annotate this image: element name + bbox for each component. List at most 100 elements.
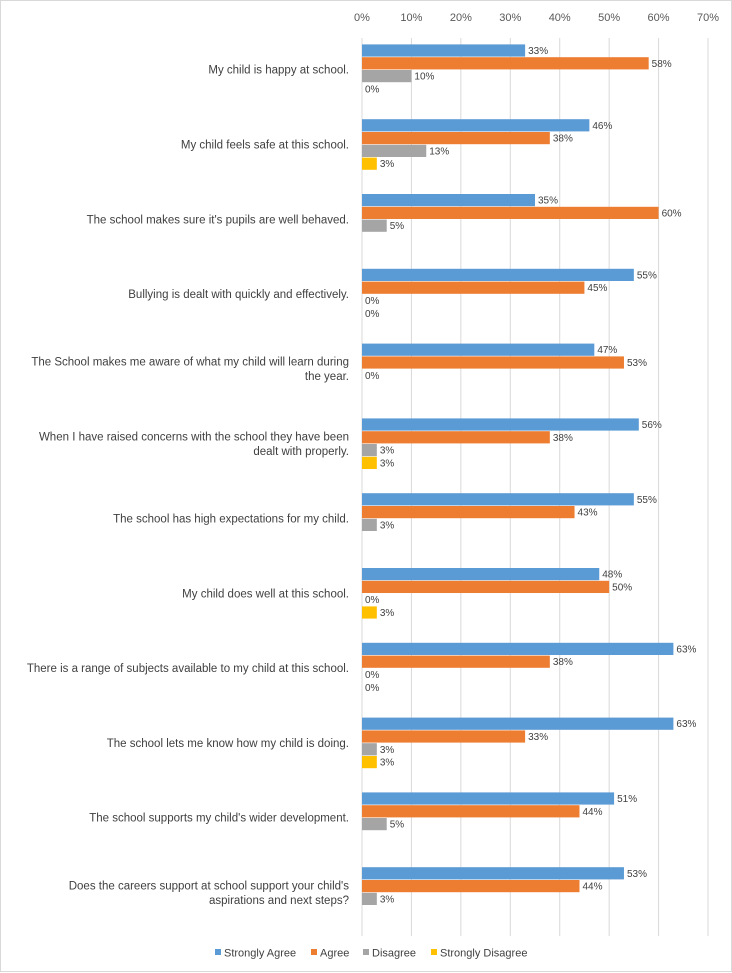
data-label: 3% xyxy=(380,458,395,469)
data-label: 0% xyxy=(365,371,380,382)
bar xyxy=(362,57,649,70)
data-label: 60% xyxy=(662,208,682,219)
x-tick-label: 30% xyxy=(499,12,521,24)
data-label: 3% xyxy=(380,159,395,170)
category-label-line: The school lets me know how my child is … xyxy=(107,738,349,750)
category-label: There is a range of subjects available t… xyxy=(27,663,349,675)
x-tick-label: 50% xyxy=(598,12,620,24)
data-label: 0% xyxy=(365,296,380,307)
data-label: 3% xyxy=(380,520,395,531)
data-label: 51% xyxy=(617,794,637,805)
data-labels: 33% 58% 10% 0% 46% 38% 13% 3% 35% 60% 5% 55% 45% 0% 0%… xyxy=(365,46,697,905)
x-tick-label: 40% xyxy=(549,12,571,24)
category-label-line: The school supports my child's wider dev… xyxy=(89,813,349,825)
data-label: 48% xyxy=(602,570,622,581)
bar xyxy=(362,606,377,619)
bar xyxy=(362,642,674,655)
bar xyxy=(362,194,535,207)
data-label: 3% xyxy=(380,758,395,769)
category-label-line: The School makes me aware of what my chi… xyxy=(31,357,349,369)
data-label: 44% xyxy=(582,882,602,893)
bar xyxy=(362,70,412,83)
data-label: 56% xyxy=(642,420,662,431)
legend-swatch xyxy=(215,949,221,955)
category-label-line: There is a range of subjects available t… xyxy=(27,663,349,675)
bar xyxy=(362,867,624,880)
data-label: 0% xyxy=(365,84,380,95)
bar xyxy=(362,717,674,730)
x-axis-ticks: 0% 10% 20% 30% 40% 50% 60% 70% xyxy=(354,12,719,24)
data-label: 38% xyxy=(553,657,573,668)
data-label: 5% xyxy=(390,221,405,232)
bar xyxy=(362,756,377,769)
data-label: 53% xyxy=(627,869,647,880)
bar xyxy=(362,518,377,531)
category-label-line: My child is happy at school. xyxy=(208,65,349,77)
x-tick-label: 70% xyxy=(697,12,719,24)
data-label: 63% xyxy=(676,644,696,655)
bar xyxy=(362,356,624,369)
bar xyxy=(362,506,575,519)
legend-swatch xyxy=(311,949,317,955)
data-label: 5% xyxy=(390,820,405,831)
bar xyxy=(362,343,595,356)
bar xyxy=(362,268,634,281)
data-label: 44% xyxy=(582,807,602,818)
data-label: 3% xyxy=(380,894,395,905)
bar xyxy=(362,568,600,581)
category-label: The school lets me know how my child is … xyxy=(107,738,349,750)
category-label: My child feels safe at this school. xyxy=(181,140,349,152)
x-tick-label: 60% xyxy=(648,12,670,24)
bar xyxy=(362,206,659,219)
category-label-line: The school makes sure it's pupils are we… xyxy=(87,214,349,226)
bar xyxy=(362,493,634,506)
category-label-line: My child does well at this school. xyxy=(182,588,349,600)
bar xyxy=(362,456,377,469)
bar xyxy=(362,444,377,457)
x-tick-label: 10% xyxy=(400,12,422,24)
gridlines xyxy=(361,38,709,936)
bar xyxy=(362,219,387,232)
data-label: 50% xyxy=(612,582,632,593)
data-label: 3% xyxy=(380,608,395,619)
data-label: 38% xyxy=(553,433,573,444)
data-label: 3% xyxy=(380,745,395,756)
data-label: 35% xyxy=(538,196,558,207)
bar xyxy=(362,431,550,444)
bar xyxy=(362,144,427,157)
legend-label: Strongly Disagree xyxy=(440,948,527,960)
data-label: 53% xyxy=(627,358,647,369)
category-label-line: When I have raised concerns with the sch… xyxy=(39,431,349,443)
legend-label: Disagree xyxy=(372,948,416,960)
data-label: 10% xyxy=(414,72,434,83)
category-label-line: dealt with properly. xyxy=(253,446,349,458)
legend-label: Strongly Agree xyxy=(224,948,296,960)
category-labels: My child is happy at school. My child fee… xyxy=(27,65,349,907)
legend: Strongly Agree Agree Disagree Strongly Disa… xyxy=(215,948,527,960)
data-label: 38% xyxy=(553,134,573,145)
bars xyxy=(362,44,674,905)
data-label: 33% xyxy=(528,732,548,743)
category-label: The school makes sure it's pupils are we… xyxy=(87,214,349,226)
bar xyxy=(362,418,639,431)
data-label: 0% xyxy=(365,670,380,681)
data-label: 47% xyxy=(597,345,617,356)
bar xyxy=(362,730,526,743)
data-label: 46% xyxy=(592,121,612,132)
data-label: 63% xyxy=(676,719,696,730)
bar xyxy=(362,44,526,57)
bar xyxy=(362,892,377,905)
bar xyxy=(362,132,550,145)
bar xyxy=(362,818,387,831)
legend-swatch xyxy=(363,949,369,955)
category-label: My child is happy at school. xyxy=(208,65,349,77)
category-label: The School makes me aware of what my chi… xyxy=(31,357,349,384)
bar xyxy=(362,580,610,593)
x-tick-label: 0% xyxy=(354,12,370,24)
legend-label: Agree xyxy=(320,948,349,960)
data-label: 43% xyxy=(578,508,598,519)
category-label: Does the careers support at school suppo… xyxy=(69,880,350,907)
category-label-line: Bullying is dealt with quickly and effec… xyxy=(128,289,349,301)
